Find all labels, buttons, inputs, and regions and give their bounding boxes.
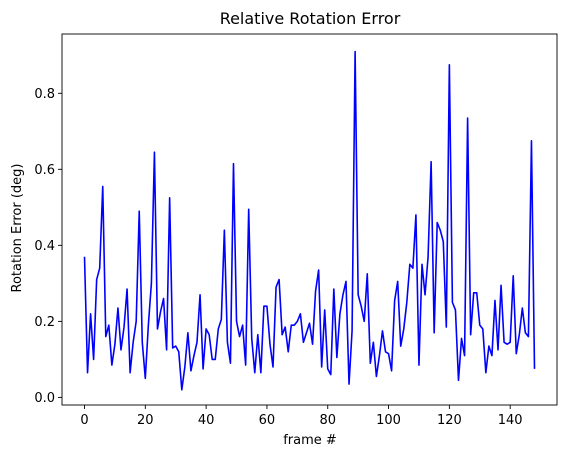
plot-frame — [61, 33, 558, 406]
x-axis-label: frame # — [283, 433, 337, 448]
x-tick-label: 0 — [80, 413, 88, 428]
chart-title: Relative Rotation Error — [220, 9, 401, 28]
y-tick-label: 0.0 — [34, 391, 55, 406]
x-tick-label: 80 — [319, 413, 336, 428]
series-line-0 — [83, 50, 536, 391]
y-axis-label: Rotation Error (deg) — [10, 164, 25, 293]
x-tick-label: 20 — [137, 413, 154, 428]
x-tick-label: 60 — [259, 413, 276, 428]
x-tick-label: 120 — [437, 413, 462, 428]
y-tick-label: 0.8 — [34, 87, 55, 102]
x-tick-label: 40 — [198, 413, 215, 428]
x-tick-label: 140 — [498, 413, 523, 428]
plot-area: 0 20 40 60 80 100 120 140 0.0 0.2 0.4 0.6 0.8 — [34, 33, 558, 428]
y-tick-label: 0.6 — [34, 163, 55, 178]
y-tick-label: 0.4 — [34, 239, 55, 254]
x-tick-label: 100 — [376, 413, 401, 428]
y-tick-label: 0.2 — [34, 315, 55, 330]
